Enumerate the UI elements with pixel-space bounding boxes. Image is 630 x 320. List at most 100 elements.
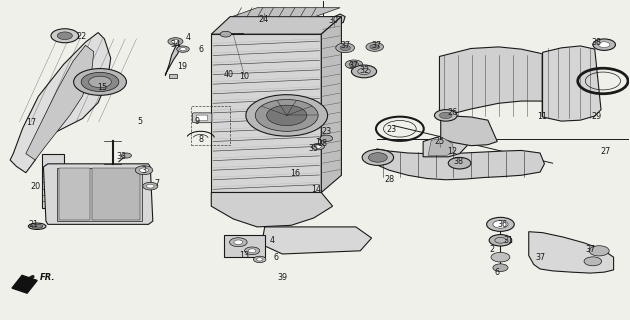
Text: 15: 15 bbox=[98, 83, 108, 92]
Text: 21: 21 bbox=[28, 220, 38, 229]
Circle shape bbox=[140, 168, 149, 172]
Circle shape bbox=[366, 43, 384, 51]
Text: 37: 37 bbox=[349, 60, 359, 69]
Text: 38: 38 bbox=[592, 38, 602, 47]
Circle shape bbox=[320, 135, 333, 141]
Circle shape bbox=[253, 256, 266, 263]
Text: 4: 4 bbox=[185, 33, 190, 42]
Text: 35: 35 bbox=[309, 144, 319, 153]
Circle shape bbox=[57, 32, 72, 40]
Text: 14: 14 bbox=[311, 185, 321, 194]
Circle shape bbox=[51, 29, 79, 43]
Text: 40: 40 bbox=[223, 70, 233, 79]
Polygon shape bbox=[428, 138, 455, 155]
Circle shape bbox=[244, 247, 260, 255]
Text: 22: 22 bbox=[76, 32, 86, 41]
Text: 20: 20 bbox=[30, 182, 40, 191]
Circle shape bbox=[312, 143, 324, 150]
Text: 24: 24 bbox=[258, 15, 268, 24]
Text: 27: 27 bbox=[600, 147, 610, 156]
Circle shape bbox=[336, 43, 355, 52]
Text: 6: 6 bbox=[273, 253, 278, 262]
Text: 4: 4 bbox=[270, 236, 275, 245]
Circle shape bbox=[147, 184, 154, 188]
Text: 31: 31 bbox=[503, 236, 513, 245]
Circle shape bbox=[229, 238, 247, 247]
Text: 26: 26 bbox=[447, 108, 457, 117]
Text: 33: 33 bbox=[117, 152, 127, 161]
Text: 30: 30 bbox=[329, 16, 339, 25]
Polygon shape bbox=[169, 74, 176, 78]
Text: 39: 39 bbox=[277, 273, 287, 282]
Circle shape bbox=[246, 95, 328, 136]
Text: 2: 2 bbox=[490, 245, 495, 254]
Polygon shape bbox=[321, 17, 341, 193]
Circle shape bbox=[315, 145, 321, 148]
Text: 23: 23 bbox=[387, 125, 397, 134]
Circle shape bbox=[349, 62, 359, 67]
Text: 10: 10 bbox=[239, 72, 249, 81]
Circle shape bbox=[172, 40, 179, 44]
Polygon shape bbox=[232, 8, 340, 17]
Text: 17: 17 bbox=[26, 118, 36, 127]
Circle shape bbox=[489, 235, 512, 246]
Circle shape bbox=[352, 65, 377, 78]
Circle shape bbox=[81, 72, 119, 92]
Polygon shape bbox=[43, 164, 153, 224]
Text: 1: 1 bbox=[316, 138, 321, 147]
Circle shape bbox=[362, 149, 394, 165]
Text: 37: 37 bbox=[340, 41, 350, 51]
Polygon shape bbox=[211, 193, 333, 227]
Ellipse shape bbox=[28, 223, 46, 229]
Text: 7: 7 bbox=[154, 180, 159, 188]
Text: 34: 34 bbox=[171, 40, 180, 49]
FancyBboxPatch shape bbox=[192, 113, 212, 123]
Polygon shape bbox=[318, 14, 345, 27]
Circle shape bbox=[74, 68, 127, 95]
Polygon shape bbox=[542, 46, 601, 121]
Polygon shape bbox=[10, 33, 111, 173]
Circle shape bbox=[122, 153, 132, 158]
Polygon shape bbox=[59, 168, 90, 220]
Text: 11: 11 bbox=[537, 112, 547, 121]
Text: 6: 6 bbox=[495, 268, 500, 277]
Circle shape bbox=[89, 76, 112, 88]
Ellipse shape bbox=[32, 224, 43, 228]
Circle shape bbox=[176, 46, 189, 52]
Circle shape bbox=[248, 249, 256, 253]
Polygon shape bbox=[57, 168, 142, 220]
Text: 29: 29 bbox=[592, 112, 602, 121]
Circle shape bbox=[491, 252, 510, 262]
Text: 36: 36 bbox=[497, 220, 507, 229]
Circle shape bbox=[598, 42, 610, 48]
Polygon shape bbox=[211, 34, 321, 193]
Text: 12: 12 bbox=[447, 147, 457, 156]
Circle shape bbox=[345, 60, 363, 69]
Circle shape bbox=[593, 39, 616, 50]
Polygon shape bbox=[224, 235, 265, 257]
Circle shape bbox=[266, 105, 307, 125]
Circle shape bbox=[369, 153, 387, 162]
Circle shape bbox=[340, 45, 350, 51]
Text: 18: 18 bbox=[318, 139, 328, 148]
Circle shape bbox=[255, 100, 318, 131]
Polygon shape bbox=[12, 275, 37, 293]
Text: 37: 37 bbox=[585, 245, 595, 254]
Polygon shape bbox=[211, 17, 341, 34]
Text: 6: 6 bbox=[198, 44, 203, 54]
Text: 5: 5 bbox=[138, 117, 143, 126]
Polygon shape bbox=[42, 154, 64, 208]
Polygon shape bbox=[166, 42, 180, 76]
Circle shape bbox=[440, 112, 452, 119]
Text: 9: 9 bbox=[194, 117, 199, 126]
Text: 25: 25 bbox=[434, 137, 445, 146]
Text: 3: 3 bbox=[142, 166, 147, 175]
Circle shape bbox=[486, 217, 514, 231]
Polygon shape bbox=[529, 232, 614, 273]
Polygon shape bbox=[441, 116, 497, 146]
Circle shape bbox=[493, 264, 508, 271]
Circle shape bbox=[493, 220, 508, 228]
Circle shape bbox=[589, 246, 609, 256]
Circle shape bbox=[435, 110, 457, 121]
Circle shape bbox=[370, 44, 379, 49]
